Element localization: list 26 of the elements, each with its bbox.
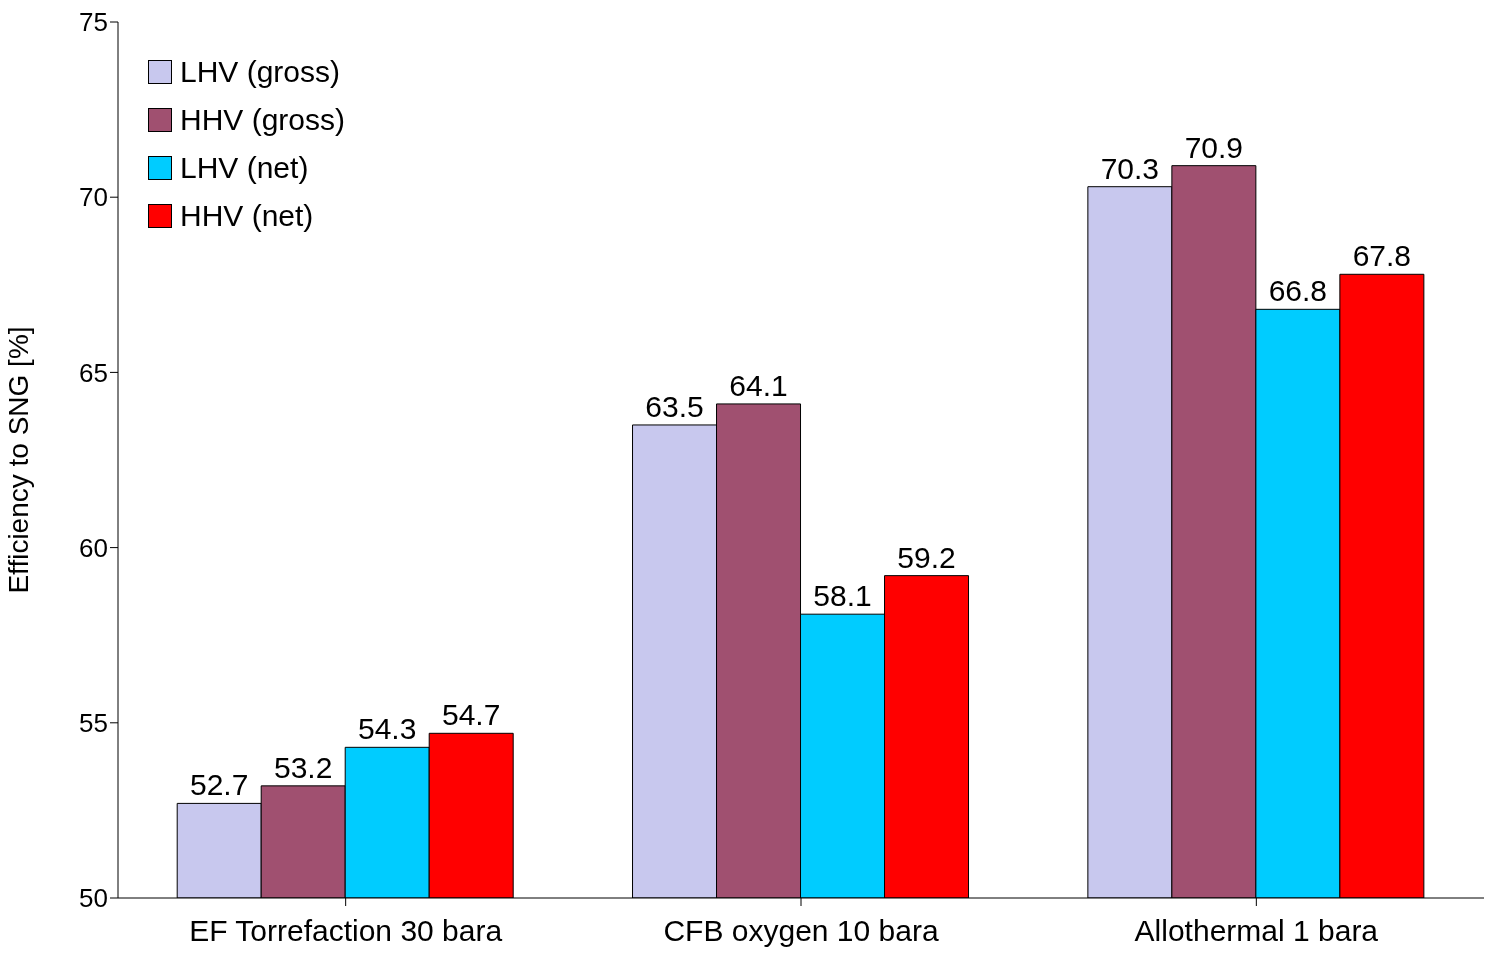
x-tick-label: CFB oxygen 10 bara <box>663 914 939 948</box>
data-label: 66.8 <box>1268 274 1328 308</box>
legend-label: HHV (gross) <box>180 102 346 138</box>
x-tick-label: Allothermal 1 bara <box>1134 914 1379 948</box>
data-label: 70.3 <box>1100 151 1160 185</box>
data-label: 64.1 <box>729 368 788 402</box>
legend-label: LHV (net) <box>180 150 309 186</box>
data-label: 70.9 <box>1184 130 1244 164</box>
legend-label: HHV (net) <box>180 198 314 234</box>
data-label: 53.2 <box>274 750 333 784</box>
data-label: 52.7 <box>190 768 249 802</box>
y-tick-label: 70 <box>79 182 108 213</box>
y-axis-title: Efficiency to SNG [%] <box>2 326 34 594</box>
y-tick-label: 60 <box>79 532 108 563</box>
data-label: 63.5 <box>645 389 704 423</box>
data-label: 58.1 <box>813 579 872 613</box>
x-tick-label: EF Torrefaction 30 bara <box>189 914 503 948</box>
legend-label: LHV (gross) <box>180 54 341 90</box>
data-label: 54.7 <box>442 698 501 732</box>
data-label: 54.3 <box>358 712 417 746</box>
y-tick-label: 50 <box>79 883 108 914</box>
data-label: 59.2 <box>897 540 956 574</box>
y-tick-label: 75 <box>79 7 108 38</box>
y-tick-label: 65 <box>79 357 108 388</box>
data-label: 67.8 <box>1352 239 1412 273</box>
y-tick-label: 55 <box>79 708 108 739</box>
